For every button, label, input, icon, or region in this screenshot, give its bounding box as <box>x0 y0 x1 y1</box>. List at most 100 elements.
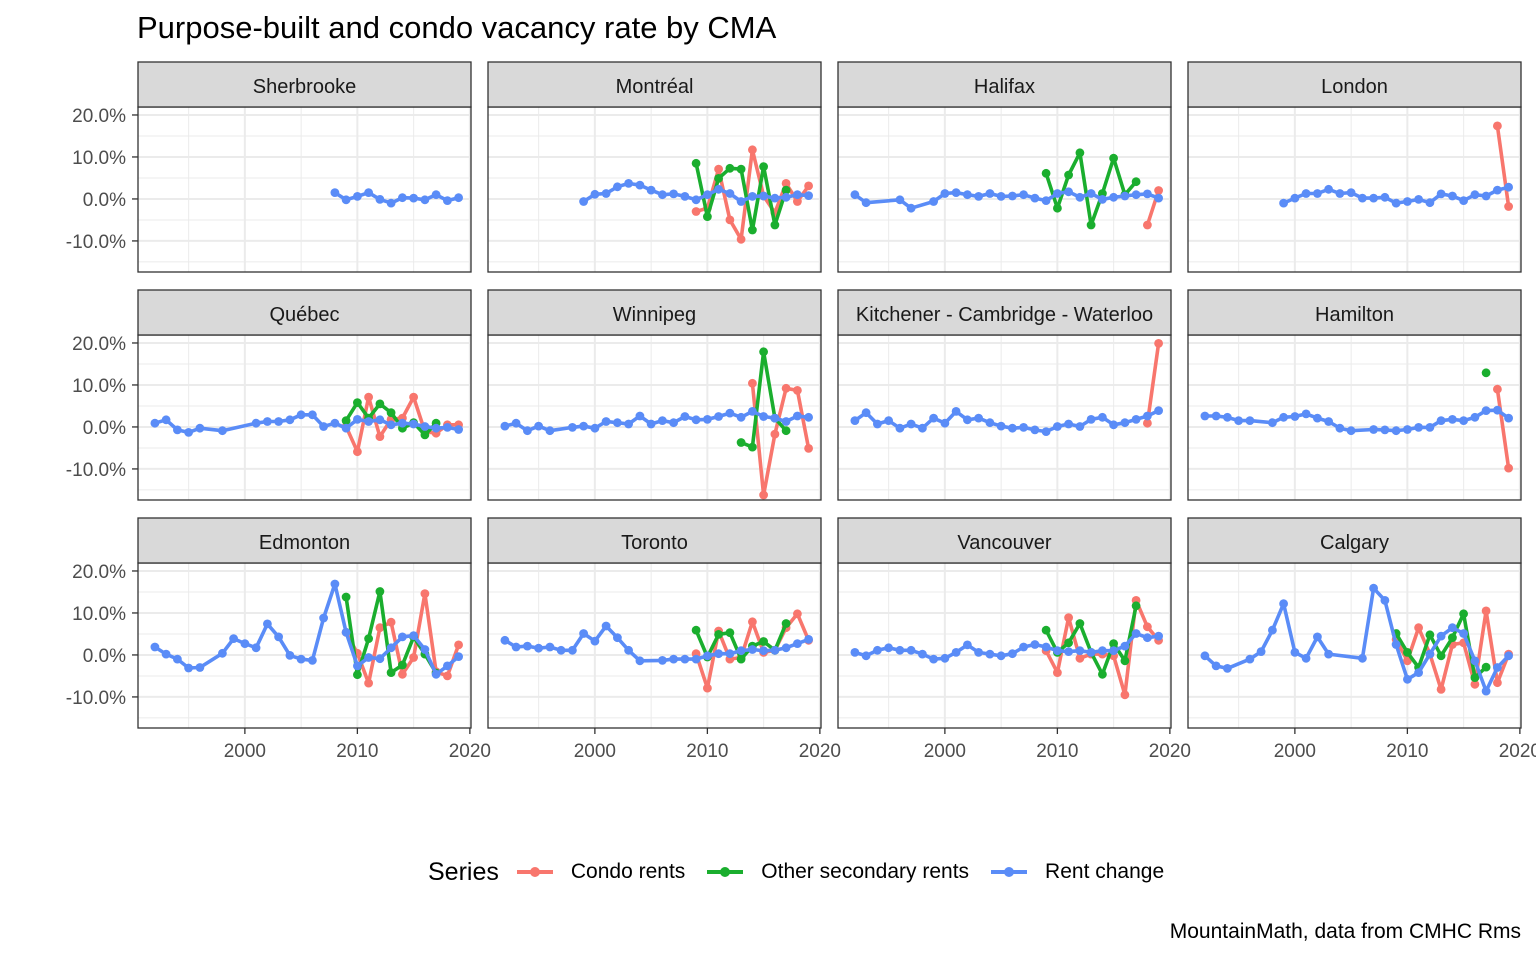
data-point-rent-change <box>1504 651 1513 661</box>
data-point-rent-change <box>759 646 768 656</box>
data-point-rent-change <box>1324 184 1333 194</box>
legend: Series Condo rents Other secondary rents… <box>428 852 1182 892</box>
data-point-rent-change <box>150 642 160 652</box>
data-point-rent-change <box>263 619 272 629</box>
data-point-rent-change <box>940 653 950 663</box>
data-point-rent-change <box>431 190 441 200</box>
strip-label: Kitchener - Cambridge - Waterloo <box>856 304 1153 326</box>
data-point-rent-change <box>1053 646 1062 656</box>
data-point-other-secondary-rents <box>1064 170 1073 180</box>
series-layer <box>500 347 813 500</box>
strip-background <box>1187 517 1522 564</box>
data-point-other-secondary-rents <box>736 438 746 447</box>
y-tick-label: -10.0% <box>66 232 126 253</box>
data-point-other-secondary-rents <box>759 347 768 357</box>
data-point-rent-change <box>624 645 633 655</box>
data-point-condo-rents <box>748 617 757 627</box>
data-point-condo-rents <box>398 669 407 679</box>
data-point-condo-rents <box>1481 606 1491 616</box>
data-point-other-secondary-rents <box>386 668 396 677</box>
data-point-rent-change <box>759 412 768 421</box>
data-point-other-secondary-rents <box>353 670 362 680</box>
data-point-rent-change <box>545 642 555 652</box>
data-point-rent-change <box>770 645 780 655</box>
series-layer <box>150 579 463 688</box>
data-point-rent-change <box>251 643 261 653</box>
x-tick-label: 2020 <box>1499 741 1536 762</box>
data-point-rent-change <box>748 645 757 654</box>
series-layer <box>1279 121 1513 211</box>
data-point-rent-change <box>1041 427 1051 436</box>
data-point-condo-rents <box>748 378 757 388</box>
data-point-rent-change <box>1279 412 1288 422</box>
data-point-rent-change <box>285 415 295 425</box>
data-point-rent-change <box>1200 651 1210 661</box>
series-layer <box>850 596 1163 700</box>
data-point-rent-change <box>386 198 396 208</box>
data-point-rent-change <box>590 636 600 646</box>
data-point-rent-change <box>431 669 441 679</box>
series-layer <box>1200 583 1513 696</box>
data-point-rent-change <box>590 423 600 433</box>
data-point-rent-change <box>669 189 678 199</box>
data-point-rent-change <box>770 193 780 203</box>
data-point-other-secondary-rents <box>1131 177 1141 187</box>
plot-background <box>838 335 1171 500</box>
caption: MountainMath, data from CMHC Rms <box>1169 920 1521 943</box>
data-point-rent-change <box>568 423 577 432</box>
data-point-rent-change <box>1223 664 1232 673</box>
data-point-condo-rents <box>353 447 362 457</box>
data-point-rent-change <box>184 428 194 437</box>
series-line-condo-rents <box>750 381 811 497</box>
data-point-rent-change <box>1481 191 1491 201</box>
data-point-condo-rents <box>1120 690 1130 700</box>
data-point-rent-change <box>1358 653 1367 663</box>
plot-background <box>838 107 1171 272</box>
data-point-condo-rents <box>703 683 712 693</box>
data-point-condo-rents <box>364 392 373 402</box>
data-point-rent-change <box>1470 190 1480 200</box>
data-point-condo-rents <box>781 179 791 188</box>
data-point-rent-change <box>1425 423 1435 432</box>
data-point-rent-change <box>1234 416 1243 425</box>
data-point-other-secondary-rents <box>1459 609 1468 619</box>
strip-background <box>487 289 822 336</box>
panel-edmonton: Edmonton -10.0% 0.0% 10.0% 20.0% 2000 2010 2020 <box>66 517 491 762</box>
x-tick-label: 2000 <box>224 741 266 762</box>
data-point-rent-change <box>714 184 723 194</box>
data-point-rent-change <box>240 639 250 648</box>
data-point-rent-change <box>341 627 351 637</box>
data-point-rent-change <box>748 192 757 201</box>
strip-label: Québec <box>269 304 339 326</box>
data-point-rent-change <box>1346 426 1356 436</box>
data-point-other-secondary-rents <box>1131 601 1141 611</box>
data-point-rent-change <box>781 417 791 426</box>
data-point-rent-change <box>669 418 678 428</box>
data-point-rent-change <box>1143 189 1152 199</box>
data-point-rent-change <box>308 656 317 665</box>
data-point-rent-change <box>725 649 735 659</box>
data-point-rent-change <box>420 195 430 205</box>
legend-item-other-secondary-rents: Other secondary rents <box>703 860 969 884</box>
plot-background <box>1188 107 1521 272</box>
data-point-rent-change <box>274 632 283 642</box>
data-point-rent-change <box>523 641 532 651</box>
data-point-rent-change <box>940 418 950 428</box>
data-point-rent-change <box>1380 596 1390 605</box>
data-point-rent-change <box>1143 411 1152 421</box>
data-point-rent-change <box>996 192 1006 201</box>
data-point-rent-change <box>918 423 927 433</box>
data-point-rent-change <box>861 408 871 418</box>
data-point-rent-change <box>319 613 328 623</box>
data-point-rent-change <box>409 193 418 203</box>
data-point-rent-change <box>1358 193 1367 203</box>
data-point-rent-change <box>1504 182 1513 192</box>
data-point-rent-change <box>895 195 905 205</box>
data-point-rent-change <box>1120 418 1130 428</box>
data-point-rent-change <box>431 423 441 433</box>
data-point-rent-change <box>714 649 723 659</box>
data-point-rent-change <box>285 651 295 660</box>
data-point-other-secondary-rents <box>1086 220 1096 230</box>
data-point-rent-change <box>1211 661 1221 671</box>
data-point-rent-change <box>646 185 656 195</box>
